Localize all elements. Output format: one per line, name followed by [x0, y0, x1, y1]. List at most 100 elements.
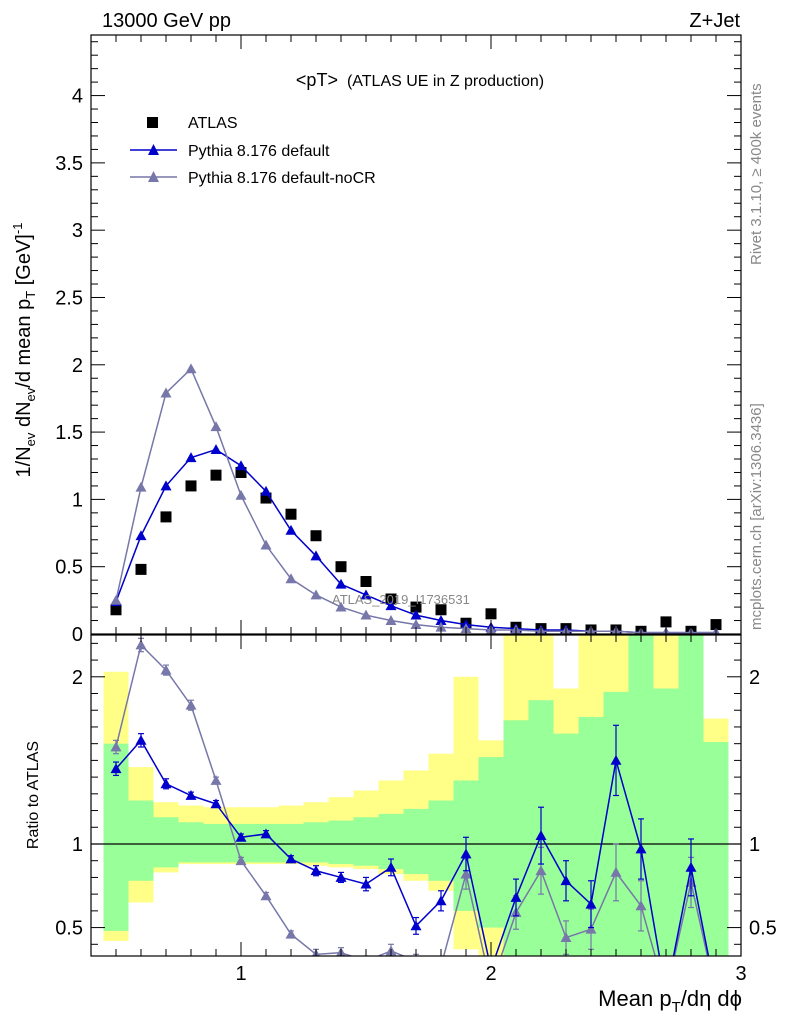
header-left-label: 13000 GeV pp — [102, 10, 231, 32]
ratio-pythia-nocr-point — [210, 774, 222, 785]
ratio-pythia-default-point — [110, 763, 122, 774]
atlas-data-point — [185, 480, 197, 492]
ratio-pythia-default-point — [435, 895, 447, 906]
x-axis-label: Mean pT/dη dϕ — [598, 986, 742, 1016]
ratio-pythia-nocr-point — [585, 923, 597, 934]
plot-title-sub: (ATLAS UE in Z production) — [347, 73, 544, 90]
pythia-default-point — [235, 460, 247, 471]
ratio-pythia-default-point — [460, 848, 472, 859]
atlas-data-point — [485, 608, 497, 620]
legend-marker-pythia-default — [148, 144, 159, 155]
ratio-pythia-nocr-point — [365, 955, 367, 956]
pythia-default-point — [185, 452, 197, 463]
atlas-data-point — [210, 469, 222, 481]
ratio-pythia-default-point — [360, 878, 372, 889]
rivet-label: Rivet 3.1.10, ≥ 400k events — [748, 83, 765, 265]
atlas-data-point — [235, 466, 247, 478]
x-tick-label: 2 — [485, 963, 496, 985]
ratio-pythia-default-point — [185, 790, 197, 800]
pythia-default-point — [310, 550, 322, 561]
x-tick-label: 1 — [235, 963, 246, 985]
atlas-data-point — [335, 561, 347, 573]
pythia-default-point — [435, 615, 447, 625]
ratio-pythia-nocr-point — [560, 932, 572, 943]
green-band-bin — [303, 822, 329, 863]
atlas-data-point — [660, 616, 672, 628]
ratio-y-axis-label: Ratio to ATLAS — [25, 741, 42, 849]
main-y-tick-label: 3.5 — [55, 153, 83, 175]
pythia-default-point — [210, 444, 222, 454]
ratio-pythia-nocr-point — [260, 890, 272, 901]
pythia-nocr-point — [435, 621, 447, 632]
legend-label-pythia-default: Pythia 8.176 default — [188, 143, 330, 160]
atlas-data-point — [285, 508, 297, 520]
ratio-y-tick-label: 2 — [72, 667, 83, 689]
ratio-y-tick-label-right: 2 — [749, 667, 760, 689]
ratio-pythia-nocr-point — [535, 865, 547, 876]
legend-marker-atlas — [147, 117, 158, 128]
main-y-tick-label: 3 — [72, 220, 83, 242]
main-y-tick-label: 1.5 — [55, 422, 83, 444]
atlas-data-point — [260, 492, 272, 504]
ratio-pythia-nocr-point — [436, 961, 447, 971]
ratio-pythia-default-point — [210, 798, 222, 809]
pythia-nocr-point — [235, 489, 247, 500]
ratio-pythia-default-point — [160, 778, 172, 789]
atlas-data-point — [160, 511, 172, 523]
pythia-nocr-point — [185, 363, 197, 374]
green-band-bin — [328, 820, 354, 865]
legend-marker-pythia-nocr — [148, 171, 159, 182]
pythia-nocr-point — [360, 609, 372, 620]
pythia-default-point — [160, 480, 172, 491]
ratio-y-tick-label-right: 1 — [749, 834, 760, 856]
green-band-bin — [553, 733, 579, 956]
pythia-default-point — [410, 609, 422, 620]
ratio-bands — [103, 635, 729, 956]
atlas-data-point — [410, 601, 422, 613]
ratio-series — [91, 637, 741, 971]
atlas-data-point — [710, 619, 722, 631]
pythia-default-point — [335, 578, 347, 589]
ratio-pythia-nocr-point — [415, 955, 417, 956]
green-band-bin — [428, 800, 454, 881]
pythia-nocr-point — [260, 539, 272, 550]
atlas-data-point — [110, 604, 122, 616]
pythia-nocr-point — [335, 601, 347, 612]
ratio-pythia-default-point — [560, 875, 572, 886]
main-y-tick-label: 0.5 — [55, 557, 83, 579]
ratio-pythia-default-point — [685, 861, 697, 872]
green-band-bin — [178, 822, 204, 863]
plot-title-main: <pT> — [296, 70, 338, 90]
ratio-pythia-default-point — [410, 920, 422, 931]
atlas-data-point — [435, 604, 447, 616]
legend-label-atlas: ATLAS — [188, 115, 238, 132]
pythia-nocr-point — [285, 573, 297, 584]
green-band-bin — [478, 757, 504, 928]
ratio-pythia-nocr-point — [610, 866, 622, 877]
main-y-tick-label: 4 — [72, 86, 83, 108]
green-band-bin — [653, 688, 679, 956]
legend-label-pythia-nocr: Pythia 8.176 default-noCR — [188, 170, 376, 187]
mcplots-label: mcplots.cern.ch [arXiv:1306.3436] — [748, 403, 765, 630]
main-y-axis-label: 1/Nev dNev/d mean pT [GeV]-1 — [10, 223, 38, 478]
ratio-pythia-nocr-point — [135, 639, 147, 650]
atlas-data-point — [385, 593, 397, 605]
green-band-bin — [353, 817, 379, 866]
ratio-pythia-default-point — [585, 898, 597, 909]
main-y-tick-label: 2.5 — [55, 287, 83, 309]
ratio-pythia-default-point — [135, 734, 147, 745]
pythia-default-point — [135, 530, 147, 541]
plot-title: <pT> (ATLAS UE in Z production) — [296, 70, 544, 90]
pythia-default-point — [385, 600, 397, 611]
pythia-nocr-point — [110, 594, 122, 605]
pythia-nocr-point — [385, 615, 397, 625]
ticks — [90, 35, 742, 956]
x-tick-label: 3 — [735, 963, 746, 985]
ratio-pythia-nocr-point — [235, 855, 247, 866]
pythia-default-point — [360, 589, 372, 600]
ratio-y-tick-label-right: 0.5 — [749, 918, 777, 940]
green-band-bin — [128, 800, 154, 881]
green-band-bin — [403, 808, 429, 875]
ratio-pythia-default-point — [535, 830, 547, 841]
